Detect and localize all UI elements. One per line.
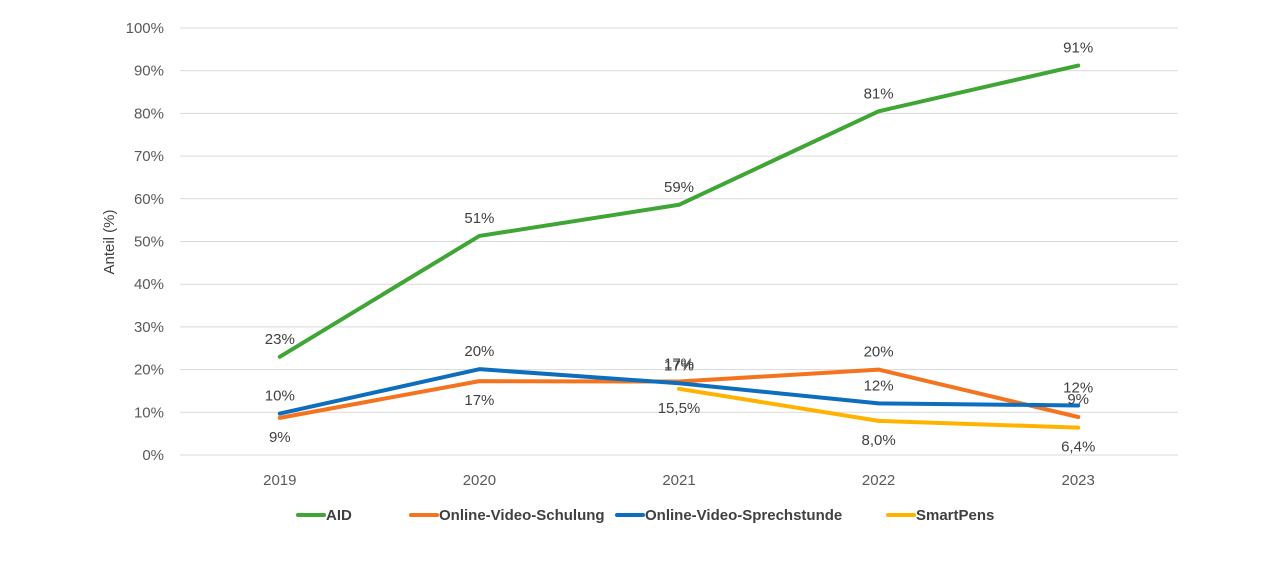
y-axis-label: Anteil (%) — [101, 209, 118, 274]
series-line-smartpens — [677, 386, 1081, 430]
data-label: 17% — [664, 356, 694, 373]
y-tick-label: 0% — [142, 447, 164, 464]
data-label: 51% — [464, 210, 494, 227]
data-label: 17% — [464, 392, 494, 409]
data-label: 59% — [664, 179, 694, 196]
data-label: 23% — [265, 331, 295, 348]
data-label: 6,4% — [1061, 439, 1095, 456]
x-axis-ticks: 2019 2020 2021 2022 2023 — [263, 472, 1095, 489]
x-tick-label: 2022 — [862, 472, 895, 489]
data-label: 9% — [269, 429, 291, 446]
legend-label: AID — [326, 507, 352, 524]
y-tick-label: 40% — [134, 276, 164, 293]
y-tick-label: 30% — [134, 319, 164, 336]
y-tick-label: 70% — [134, 148, 164, 165]
series-line-aid — [277, 63, 1081, 359]
y-tick-label: 90% — [134, 63, 164, 80]
gridlines — [180, 27, 1178, 456]
data-label: 20% — [464, 343, 494, 360]
y-tick-label: 10% — [134, 404, 164, 421]
data-labels: 23%51%59%81%91%9%17%17%20%9%10%20%17%12%… — [265, 40, 1096, 456]
series-lines — [277, 63, 1081, 430]
x-tick-label: 2020 — [463, 472, 496, 489]
x-tick-label: 2021 — [662, 472, 695, 489]
data-label: 9% — [1067, 391, 1089, 408]
legend-label: SmartPens — [916, 507, 994, 524]
x-tick-label: 2019 — [263, 472, 296, 489]
data-label: 91% — [1063, 40, 1093, 57]
data-label: 81% — [864, 85, 894, 102]
series-line-online-video-sprechstunde — [277, 367, 1081, 416]
data-label: 12% — [864, 377, 894, 394]
y-tick-label: 20% — [134, 362, 164, 379]
data-label: 12% — [1063, 379, 1093, 396]
y-axis-ticks: 0% 10% 20% 30% 40% 50% 60% 70% 80% 90% 100% — [126, 20, 164, 464]
x-tick-label: 2023 — [1062, 472, 1095, 489]
y-tick-label: 100% — [126, 20, 164, 37]
legend: AID Online-Video-Schulung Online-Video-Spr… — [296, 507, 994, 524]
data-label: 17% — [664, 357, 694, 374]
data-label: 10% — [265, 388, 295, 405]
y-tick-label: 60% — [134, 191, 164, 208]
data-label: 8,0% — [861, 432, 895, 449]
legend-label: Online-Video-Sprechstunde — [645, 507, 842, 524]
y-tick-label: 50% — [134, 234, 164, 251]
y-tick-label: 80% — [134, 105, 164, 122]
data-label: 15,5% — [658, 400, 701, 417]
legend-label: Online-Video-Schulung — [439, 507, 605, 524]
data-label: 20% — [864, 344, 894, 361]
